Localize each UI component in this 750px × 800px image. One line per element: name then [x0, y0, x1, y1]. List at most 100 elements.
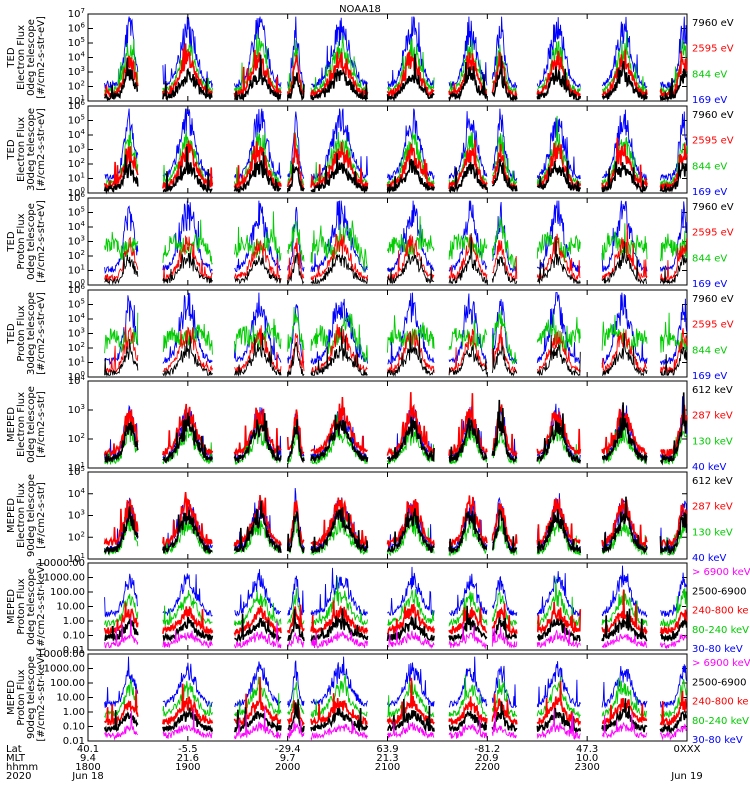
y-axis-label-line: [#/cm2-s-str]: [36, 391, 47, 458]
y-tick-label: 105: [68, 298, 85, 311]
footer-lat: -29.4: [275, 744, 301, 755]
footer-mlt: 21.3: [376, 753, 398, 764]
legend-label: 7960 eV: [692, 294, 734, 305]
y-tick-label: 103: [68, 235, 85, 248]
footer-row-label: 2020: [6, 771, 31, 782]
y-axis-label-line: [#/cm2-s-str-eV]: [36, 292, 47, 375]
legend-label: 2500-6900: [692, 586, 747, 597]
y-axis-label-line: Proton Flux: [16, 305, 27, 361]
y-tick-label: 102: [68, 432, 85, 445]
footer-hhmm: 2100: [375, 762, 400, 773]
y-tick-label: 103: [68, 143, 85, 156]
y-tick-label: 104: [68, 312, 86, 325]
footer-row-label: Lat: [6, 744, 22, 755]
panel-7: 0.01 0.10 1.00 10.00 100.00 1000.00 10000.00 ME…: [6, 558, 750, 656]
y-axis-label-line: 30deg telescope: [26, 292, 37, 375]
legend-label: 40 keV: [692, 462, 726, 473]
legend-label: 844 eV: [692, 161, 727, 172]
series-black: [103, 146, 688, 195]
series-blue: [104, 565, 688, 618]
y-tick-label: 1000.00: [44, 573, 85, 584]
series-black: [103, 53, 688, 103]
footer-mlt: 20.9: [476, 753, 498, 764]
series-black: [103, 698, 688, 735]
y-axis-label-line: 0deg telescope: [26, 203, 37, 280]
y-tick-label: 104: [68, 487, 86, 500]
panel-frame: [87, 197, 688, 286]
y-tick-label: 104: [68, 128, 86, 141]
footer-lat: -5.5: [178, 744, 198, 755]
legend-label: 30-80 keV: [692, 735, 743, 746]
y-tick-label: 105: [68, 114, 85, 127]
legend-label: 130 keV: [692, 436, 733, 447]
chart-title: NOAA18: [339, 4, 381, 15]
y-tick-label: 102: [68, 157, 85, 170]
y-tick-label: 1000.00: [44, 664, 85, 675]
footer-mlt: 9.7: [280, 753, 296, 764]
y-tick-label: 101: [68, 264, 85, 277]
y-axis-label-line: TED: [6, 231, 17, 252]
y-axis-label-line: Electron Flux: [16, 392, 27, 457]
series-magenta: [104, 617, 688, 650]
y-tick-label: 101: [68, 172, 85, 185]
y-axis-label-line: MEPED: [6, 680, 17, 715]
footer-mlt: 21.6: [177, 753, 199, 764]
y-axis-label-line: 90deg telescope: [26, 474, 37, 557]
y-tick-label: 106: [68, 99, 86, 112]
legend-label: 7960 eV: [692, 18, 734, 29]
y-tick-label: 105: [68, 206, 85, 219]
y-tick-label: 103: [68, 327, 85, 340]
legend-label: 240-800 ke: [692, 697, 749, 708]
y-tick-label: 10.00: [56, 602, 85, 613]
y-axis-label-line: [#/cm2-s-str-eV]: [36, 200, 47, 283]
y-tick-label: 104: [68, 51, 86, 64]
legend-label: 169 eV: [692, 371, 727, 382]
footer-row-label: MLT: [6, 753, 26, 764]
y-tick-label: 106: [68, 22, 86, 35]
panel-8: 0.01 0.10 1.00 10.00 100.00 1000.00 10000.00 ME…: [6, 649, 750, 747]
y-tick-label: 105: [68, 36, 85, 49]
footer-lat: 47.3: [576, 744, 598, 755]
series-black: [104, 605, 688, 644]
footer-hhmm: 2200: [475, 762, 500, 773]
y-tick-label: 102: [68, 249, 85, 262]
y-axis-label-line: Electron Flux: [16, 483, 27, 548]
y-tick-label: 105: [68, 465, 85, 478]
legend-label: > 6900 keV: [692, 567, 750, 578]
legend-label: 7960 eV: [692, 202, 734, 213]
legend-label: 2595 eV: [692, 136, 734, 147]
footer-date: Jun 18: [71, 771, 104, 782]
panel-frame: [87, 653, 688, 742]
y-axis-label-line: 30deg telescope: [26, 108, 37, 191]
y-tick-label: 104: [68, 374, 86, 387]
y-axis-label-line: MEPED: [6, 498, 17, 533]
y-tick-label: 106: [68, 283, 86, 296]
legend-label: 844 eV: [692, 69, 727, 80]
y-tick-label: 102: [68, 530, 85, 543]
y-tick-label: 1.00: [63, 707, 85, 718]
legend-label: 612 keV: [692, 385, 733, 396]
footer-lat: 40.1: [77, 744, 99, 755]
legend-label: 287 keV: [692, 502, 733, 513]
series-black: [104, 233, 688, 286]
y-axis-label-line: TED: [6, 323, 17, 344]
legend-label: 844 eV: [692, 253, 727, 264]
legend-label: 2500-6900: [692, 677, 747, 688]
y-axis-label-line: 0deg telescope: [26, 19, 37, 96]
y-axis-label-line: Electron Flux: [16, 25, 27, 90]
y-axis-label-line: [#/cm2-s-str-eV]: [36, 16, 47, 99]
series-black: [103, 496, 688, 556]
y-tick-label: 10000.00: [37, 649, 85, 660]
series-blue: [104, 656, 688, 709]
y-axis-label-line: TED: [6, 139, 17, 160]
series-black: [104, 326, 688, 377]
y-tick-label: 100.00: [50, 678, 85, 689]
y-tick-label: 103: [68, 509, 85, 522]
footer-hhmm: 2300: [574, 762, 599, 773]
